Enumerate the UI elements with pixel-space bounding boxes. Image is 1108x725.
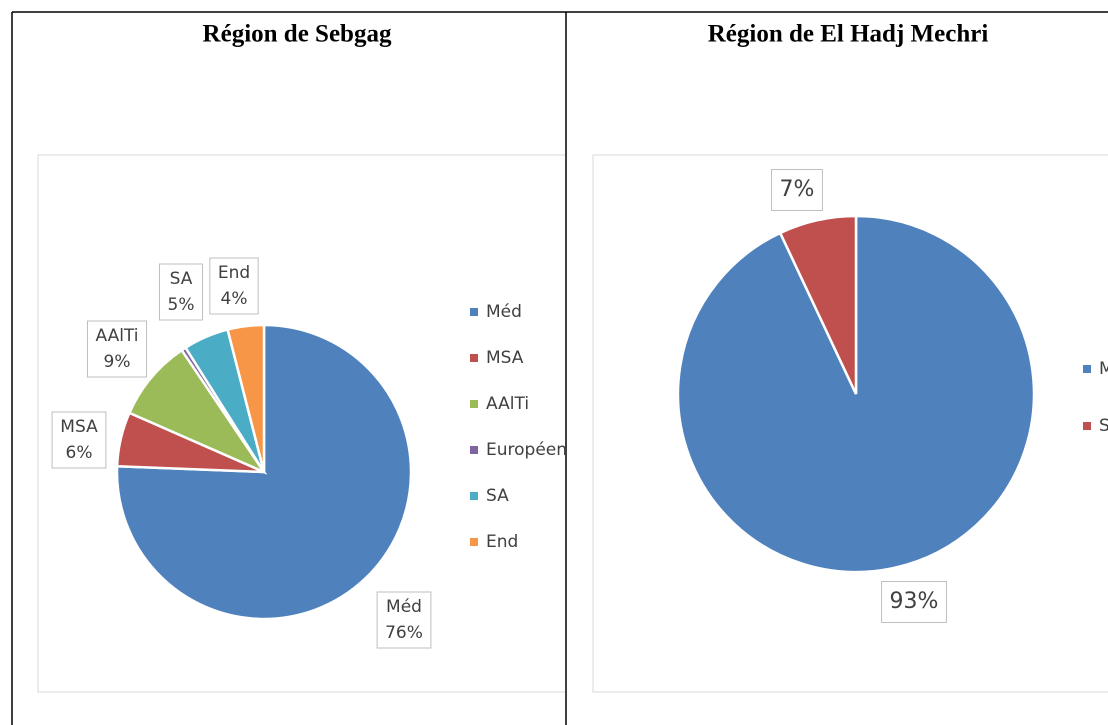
legend-label: Méd	[486, 302, 522, 322]
legend-label: Méd	[1099, 359, 1108, 379]
label-box	[86, 320, 148, 378]
chart-area	[592, 154, 1108, 693]
label-value: 7%	[780, 177, 815, 202]
legend-swatch	[470, 538, 478, 546]
legend-swatch	[1083, 422, 1091, 430]
label-category: SA	[170, 269, 193, 289]
label-value: 4%	[221, 289, 248, 309]
legend-label: SA	[1099, 416, 1108, 436]
label-value: 6%	[66, 443, 93, 463]
legend-swatch	[470, 492, 478, 500]
label-box	[159, 263, 203, 321]
legend-swatch	[470, 446, 478, 454]
legend-swatch	[1083, 365, 1091, 373]
chart-title: Région de El Hadj Mechri	[708, 21, 989, 48]
legend-swatch	[470, 354, 478, 362]
pie-slice	[676, 214, 1036, 574]
legend-label: End	[486, 532, 518, 552]
legend-swatch	[470, 400, 478, 408]
pie-slice	[127, 348, 268, 475]
data-label: End 4%	[209, 257, 259, 315]
label-box	[376, 591, 432, 649]
legend-label: SA	[486, 486, 509, 506]
data-label: 7%	[771, 169, 823, 211]
pie-slice	[778, 214, 858, 395]
label-box	[51, 411, 107, 469]
label-value: 5%	[168, 295, 195, 315]
legend-swatch	[470, 308, 478, 316]
label-value: 9%	[104, 352, 131, 372]
chart-title: Région de Sebgag	[203, 21, 392, 48]
data-label: MSA 6%	[51, 411, 107, 469]
label-category: Méd	[386, 597, 422, 617]
pie-slice	[226, 323, 266, 473]
label-box	[881, 581, 947, 623]
data-label: AAlTi 9%	[86, 320, 148, 378]
legend-label: AAlTi	[486, 394, 529, 414]
legend-label: Européen	[486, 440, 567, 460]
chart-cell: Région de Sebgag Méd 76% MSA 6% AAlTi 9% SA 5% E…	[37, 21, 567, 693]
label-value: 76%	[385, 623, 423, 643]
data-label: Méd 76%	[376, 591, 432, 649]
data-label: 93%	[881, 581, 947, 623]
label-box	[209, 257, 259, 315]
label-category: MSA	[60, 417, 98, 437]
legend-label: MSA	[486, 348, 524, 368]
chart-cell: Région de El Hadj Mechri 93% 7% Méd SA	[592, 21, 1108, 693]
label-box	[771, 169, 823, 211]
label-category: End	[218, 263, 250, 283]
data-label: SA 5%	[159, 263, 203, 321]
label-category: AAlTi	[95, 326, 138, 346]
chart-area	[37, 154, 565, 693]
label-value: 93%	[890, 589, 939, 614]
